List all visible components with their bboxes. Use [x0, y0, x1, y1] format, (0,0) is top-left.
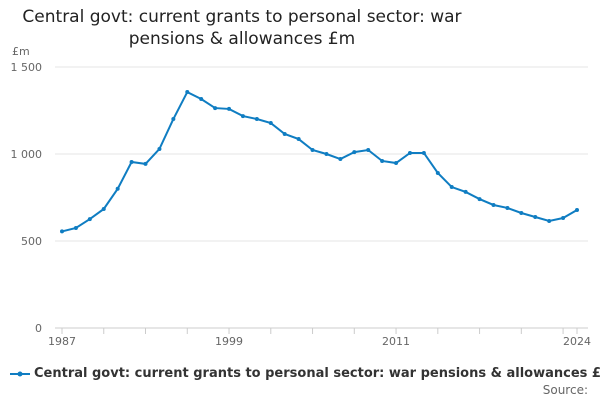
- data-point: [435, 170, 440, 175]
- data-point: [394, 161, 399, 166]
- data-point: [352, 150, 357, 155]
- source-label: Source:: [542, 383, 588, 397]
- data-point: [185, 90, 190, 95]
- data-point: [310, 147, 315, 152]
- data-point: [366, 147, 371, 152]
- series-line: [61, 90, 578, 233]
- data-point: [449, 185, 454, 190]
- x-tick-label: 2011: [382, 335, 410, 348]
- y-tick-label: 1 500: [11, 61, 43, 74]
- legend-label: Central govt: current grants to personal…: [34, 366, 600, 381]
- data-point: [421, 150, 426, 155]
- y-tick-label: 0: [35, 322, 42, 335]
- legend-line-marker-icon: [10, 371, 30, 376]
- data-point: [463, 189, 468, 194]
- data-point: [547, 218, 552, 223]
- data-point: [254, 117, 259, 122]
- data-point: [407, 150, 412, 155]
- y-tick-label: 1 000: [11, 148, 43, 161]
- data-point: [143, 161, 148, 166]
- data-point: [575, 208, 579, 213]
- data-point: [171, 117, 176, 122]
- data-point: [115, 186, 120, 191]
- data-point: [561, 216, 566, 221]
- data-point: [199, 97, 204, 102]
- data-point: [505, 205, 510, 210]
- data-point: [380, 158, 385, 163]
- data-point: [73, 225, 78, 230]
- legend[interactable]: Central govt: current grants to personal…: [10, 366, 600, 381]
- data-point: [296, 137, 301, 142]
- data-point: [157, 146, 162, 151]
- data-point: [533, 214, 538, 219]
- data-point: [129, 160, 134, 165]
- data-point: [519, 210, 524, 215]
- y-axis-unit: £m: [12, 45, 30, 58]
- data-point: [324, 152, 329, 156]
- x-tick-label: 2024: [563, 335, 591, 348]
- y-tick-label: 500: [21, 235, 42, 248]
- data-point: [268, 121, 273, 126]
- data-point: [338, 157, 343, 162]
- data-point: [87, 217, 92, 222]
- data-point: [491, 202, 496, 207]
- chart-title: Central govt: current grants to personal…: [22, 7, 462, 49]
- x-tick-label: 1987: [48, 335, 76, 348]
- data-point: [477, 197, 482, 202]
- data-point: [213, 106, 218, 111]
- data-point: [282, 131, 287, 136]
- x-tick-label: 1999: [215, 335, 243, 348]
- data-point: [240, 114, 245, 119]
- data-point: [60, 229, 64, 234]
- data-point: [227, 106, 232, 111]
- data-point: [101, 206, 106, 211]
